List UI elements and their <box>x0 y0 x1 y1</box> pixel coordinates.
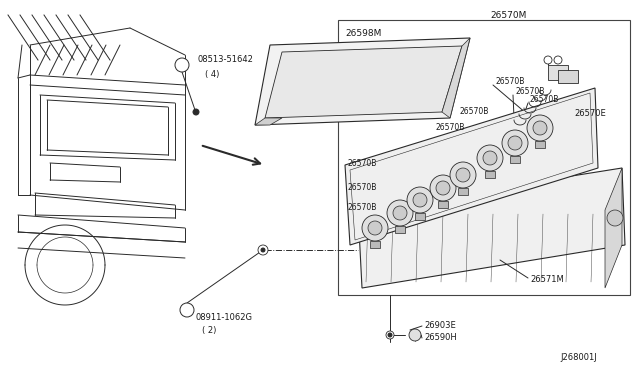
Text: 26590H: 26590H <box>424 334 457 343</box>
Polygon shape <box>255 38 470 125</box>
Circle shape <box>362 215 388 241</box>
Text: S: S <box>179 62 184 68</box>
Polygon shape <box>485 171 495 178</box>
Text: J268001J: J268001J <box>560 353 596 362</box>
Circle shape <box>533 121 547 135</box>
Polygon shape <box>510 156 520 163</box>
Polygon shape <box>358 168 625 288</box>
Circle shape <box>388 333 392 337</box>
Polygon shape <box>345 88 598 245</box>
Text: ( 4): ( 4) <box>205 71 220 80</box>
Circle shape <box>450 162 476 188</box>
Text: 26570B: 26570B <box>435 124 465 132</box>
Polygon shape <box>442 38 470 118</box>
Text: 26570B: 26570B <box>460 108 490 116</box>
Text: 26570B: 26570B <box>348 158 378 167</box>
Text: 26570M: 26570M <box>490 10 526 19</box>
Circle shape <box>409 329 421 341</box>
Text: 26570E: 26570E <box>574 109 605 118</box>
Circle shape <box>607 210 623 226</box>
Polygon shape <box>458 188 468 195</box>
Polygon shape <box>370 241 380 248</box>
Circle shape <box>508 136 522 150</box>
Circle shape <box>413 193 427 207</box>
Text: ( 2): ( 2) <box>202 326 216 334</box>
Circle shape <box>193 109 199 115</box>
Circle shape <box>554 56 562 64</box>
Text: N: N <box>184 307 190 313</box>
Polygon shape <box>415 213 425 220</box>
Circle shape <box>175 58 189 72</box>
Text: 26570B: 26570B <box>348 183 378 192</box>
Circle shape <box>407 187 433 213</box>
Circle shape <box>258 245 268 255</box>
Text: 08911-1062G: 08911-1062G <box>195 314 252 323</box>
Circle shape <box>502 130 528 156</box>
Polygon shape <box>535 141 545 148</box>
Polygon shape <box>558 70 578 83</box>
Text: 26570B: 26570B <box>495 77 524 87</box>
Text: 26571M: 26571M <box>530 276 564 285</box>
Polygon shape <box>548 65 568 80</box>
Circle shape <box>180 303 194 317</box>
Circle shape <box>386 331 394 339</box>
Circle shape <box>477 145 503 171</box>
Polygon shape <box>605 168 622 288</box>
Circle shape <box>393 206 407 220</box>
Circle shape <box>387 200 413 226</box>
Polygon shape <box>255 118 282 125</box>
Text: 26903E: 26903E <box>424 321 456 330</box>
Circle shape <box>527 115 553 141</box>
Circle shape <box>544 56 552 64</box>
Polygon shape <box>438 201 448 208</box>
Polygon shape <box>338 20 630 295</box>
Circle shape <box>430 175 456 201</box>
Polygon shape <box>395 226 405 233</box>
Circle shape <box>436 181 450 195</box>
Circle shape <box>261 248 265 252</box>
Text: 26598M: 26598M <box>345 29 381 38</box>
Text: 08513-51642: 08513-51642 <box>197 55 253 64</box>
Text: 26570B: 26570B <box>348 203 378 212</box>
Circle shape <box>483 151 497 165</box>
Circle shape <box>368 221 382 235</box>
Text: 26570B: 26570B <box>515 87 545 96</box>
Polygon shape <box>265 46 462 118</box>
Circle shape <box>456 168 470 182</box>
Text: 26570B: 26570B <box>530 96 559 105</box>
